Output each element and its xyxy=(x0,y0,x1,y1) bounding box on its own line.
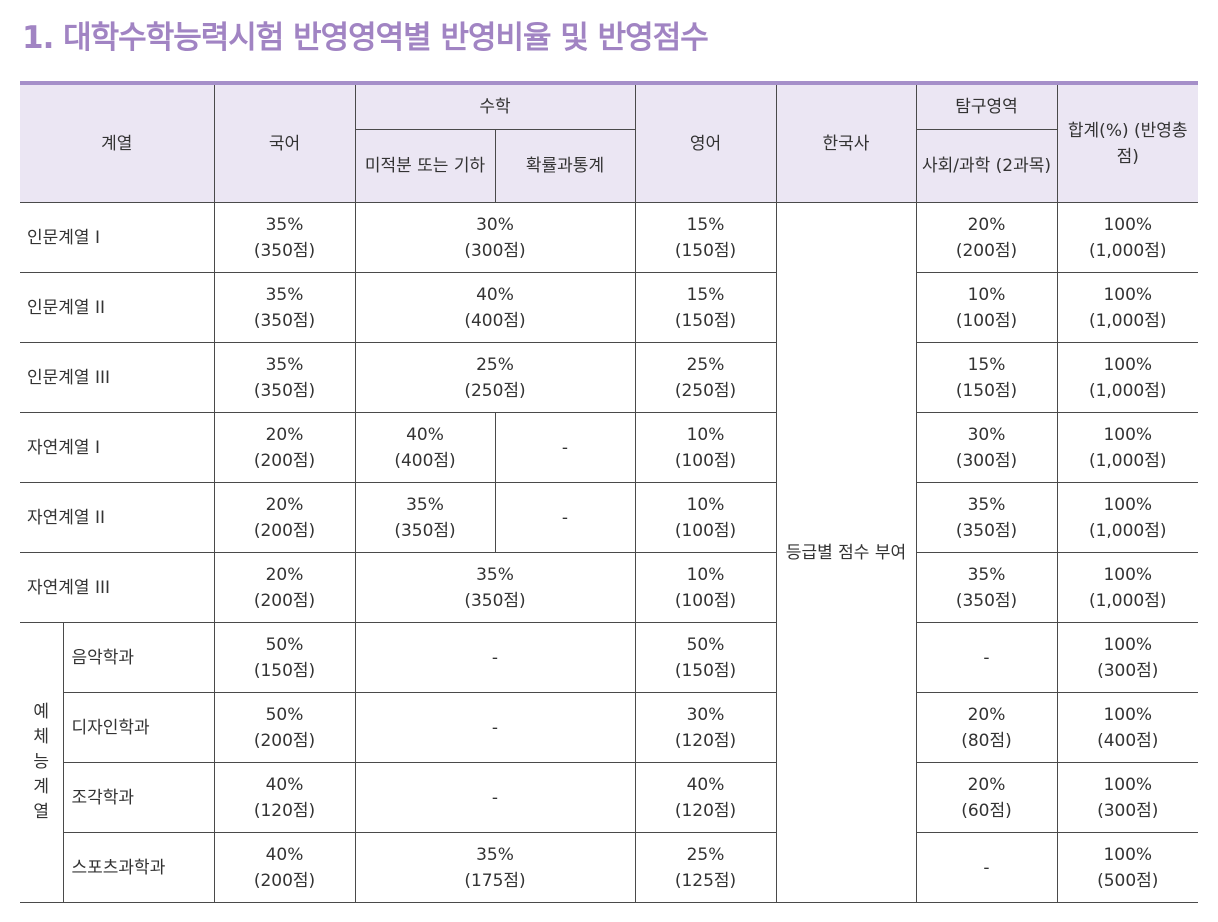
header-total-line2: (반영총점) xyxy=(1116,120,1188,167)
total-cell: 100% (400점) xyxy=(1056,692,1198,763)
header-inquiry-sub-line2: (2과목) xyxy=(995,156,1052,176)
header-math-calc-line2: 또는 기하 xyxy=(417,156,486,176)
inquiry-cell: 35% (350점) xyxy=(915,482,1058,553)
inquiry-cell: 20% (60점) xyxy=(915,762,1058,833)
row-dept-label: 디자인학과 xyxy=(63,692,215,763)
header-math-calc-line1: 미적분 xyxy=(364,156,412,176)
inquiry-cell: 10% (100점) xyxy=(915,272,1058,343)
table-row: 인문계열 II 35% (350점) 40% (400점) 15% (150점) 10… xyxy=(20,272,1198,343)
row-track-label: 인문계열 II xyxy=(20,272,215,343)
header-inquiry-sub-line1: 사회/과학 xyxy=(921,156,991,176)
row-dept-label: 스포츠과학과 xyxy=(63,832,215,903)
math-cell: 35% (350점) xyxy=(354,552,636,623)
inquiry-cell: 15% (150점) xyxy=(915,342,1058,413)
math-cell: 40% (400점) xyxy=(354,272,636,343)
korean-cell: 35% (350점) xyxy=(213,272,356,343)
total-cell: 100% (1,000점) xyxy=(1056,342,1198,413)
header-math: 수학 xyxy=(354,85,636,130)
row-track-label: 인문계열 III xyxy=(20,342,215,413)
english-cell: 40% (120점) xyxy=(634,762,777,833)
math-stats-cell: - xyxy=(494,482,636,553)
table-row: 디자인학과 50% (200점) - 30% (120점) 20% (80점) 100… xyxy=(20,692,1198,763)
inquiry-cell: 30% (300점) xyxy=(915,412,1058,483)
table-row: 조각학과 40% (120점) - 40% (120점) 20% (60점) 100%… xyxy=(20,762,1198,833)
table-row: 자연계열 I 20% (200점) 40% (400점) - 10% (100점) 3… xyxy=(20,412,1198,483)
history-note-cell: 등급별 점수 부여 xyxy=(775,202,917,903)
arts-group-label: 예 체 능 계 열 xyxy=(20,622,64,903)
total-cell: 100% (1,000점) xyxy=(1056,202,1198,273)
inquiry-cell: 20% (80점) xyxy=(915,692,1058,763)
header-inquiry-sub: 사회/과학 (2과목) xyxy=(915,129,1057,203)
table-row: 인문계열 III 35% (350점) 25% (250점) 25% (250점) 1… xyxy=(20,342,1198,413)
math-cell: 35% (175점) xyxy=(354,832,636,903)
table-row: 스포츠과학과 40% (200점) 35% (175점) 25% (125점) - 1… xyxy=(20,832,1198,903)
table-row: 자연계열 III 20% (200점) 35% (350점) 10% (100점) 3… xyxy=(20,552,1198,623)
row-track-label: 자연계열 II xyxy=(20,482,215,553)
total-cell: 100% (500점) xyxy=(1056,832,1198,903)
title-rule xyxy=(20,81,1198,85)
row-track-label: 자연계열 III xyxy=(20,552,215,623)
english-cell: 25% (250점) xyxy=(634,342,777,413)
korean-cell: 35% (350점) xyxy=(213,202,356,273)
english-cell: 50% (150점) xyxy=(634,622,777,693)
total-cell: 100% (1,000점) xyxy=(1056,482,1198,553)
page-title: 1. 대학수학능력시험 반영영역별 반영비율 및 반영점수 xyxy=(22,20,709,56)
inquiry-cell: 20% (200점) xyxy=(915,202,1058,273)
header-math-calc: 미적분 또는 기하 xyxy=(355,129,496,203)
math-cell: - xyxy=(354,762,636,833)
korean-cell: 50% (150점) xyxy=(213,622,356,693)
math-calc-cell: 35% (350점) xyxy=(354,482,496,553)
korean-cell: 35% (350점) xyxy=(213,342,356,413)
row-track-label: 자연계열 I xyxy=(20,412,215,483)
row-dept-label: 조각학과 xyxy=(63,762,215,833)
english-cell: 15% (150점) xyxy=(634,202,777,273)
score-ratio-table: 계열 국어 수학 영어 한국사 탐구영역 합계(%) (반영총점) 미적분 또는… xyxy=(20,85,1198,903)
math-cell: 30% (300점) xyxy=(354,202,636,273)
korean-cell: 20% (200점) xyxy=(213,412,356,483)
english-cell: 10% (100점) xyxy=(634,482,777,553)
header-track: 계열 xyxy=(20,85,215,203)
math-cell: - xyxy=(354,692,636,763)
total-cell: 100% (1,000점) xyxy=(1056,552,1198,623)
math-cell: 25% (250점) xyxy=(354,342,636,413)
korean-cell: 40% (200점) xyxy=(213,832,356,903)
english-cell: 25% (125점) xyxy=(634,832,777,903)
korean-cell: 20% (200점) xyxy=(213,482,356,553)
korean-cell: 20% (200점) xyxy=(213,552,356,623)
math-cell: - xyxy=(354,622,636,693)
header-english: 영어 xyxy=(634,85,777,203)
english-cell: 10% (100점) xyxy=(634,552,777,623)
table-row: 자연계열 II 20% (200점) 35% (350점) - 10% (100점) … xyxy=(20,482,1198,553)
inquiry-cell: - xyxy=(915,832,1058,903)
total-cell: 100% (1,000점) xyxy=(1056,412,1198,483)
math-calc-cell: 40% (400점) xyxy=(354,412,496,483)
header-total: 합계(%) (반영총점) xyxy=(1056,85,1198,203)
korean-cell: 50% (200점) xyxy=(213,692,356,763)
header-korean: 국어 xyxy=(213,85,356,203)
korean-cell: 40% (120점) xyxy=(213,762,356,833)
table-row: 예 체 능 계 열 음악학과 50% (150점) - 50% (150점) - 1… xyxy=(20,622,1198,903)
english-cell: 10% (100점) xyxy=(634,412,777,483)
english-cell: 15% (150점) xyxy=(634,272,777,343)
header-inquiry: 탐구영역 xyxy=(915,85,1058,130)
table-row: 인문계열 I 35% (350점) 30% (300점) 15% (150점) 등급별… xyxy=(20,202,1198,903)
header-history: 한국사 xyxy=(775,85,917,203)
inquiry-cell: - xyxy=(915,622,1058,693)
inquiry-cell: 35% (350점) xyxy=(915,552,1058,623)
total-cell: 100% (300점) xyxy=(1056,762,1198,833)
row-track-label: 인문계열 I xyxy=(20,202,215,273)
math-stats-cell: - xyxy=(494,412,636,483)
header-total-line1: 합계(%) xyxy=(1067,120,1129,141)
total-cell: 100% (1,000점) xyxy=(1056,272,1198,343)
total-cell: 100% (300점) xyxy=(1056,622,1198,693)
header-math-stats: 확률과통계 xyxy=(494,129,636,203)
english-cell: 30% (120점) xyxy=(634,692,777,763)
row-dept-label: 음악학과 xyxy=(62,622,215,693)
